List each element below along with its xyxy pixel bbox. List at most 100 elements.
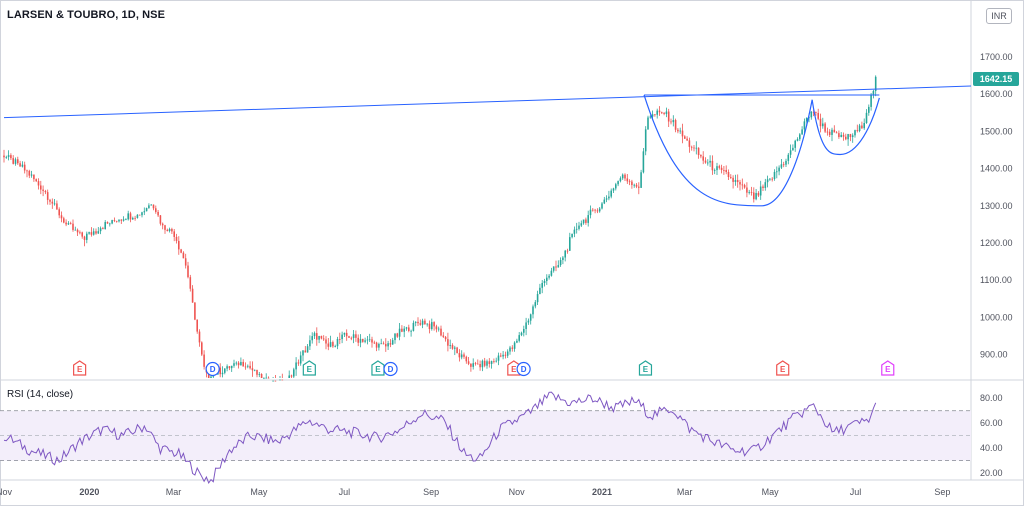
candle-body bbox=[856, 130, 859, 132]
candle-body bbox=[302, 350, 304, 356]
price-tick-label: 1300.00 bbox=[980, 201, 1013, 211]
time-tick-label: May bbox=[250, 487, 268, 497]
earnings-badge bbox=[302, 360, 316, 376]
candle-body bbox=[46, 192, 49, 200]
candle-body bbox=[230, 365, 233, 369]
dividend-marker[interactable]: D bbox=[516, 361, 531, 377]
candle-body bbox=[732, 177, 734, 182]
candle-body bbox=[628, 181, 631, 183]
earnings-marker[interactable]: E bbox=[638, 360, 653, 376]
rsi-pane[interactable]: 20.00 40.00 60.00 80.00 bbox=[0, 391, 1003, 484]
candle-body bbox=[456, 347, 458, 354]
candle-body bbox=[564, 250, 566, 258]
candle-body bbox=[368, 339, 371, 341]
rsi-axis: 20.00 40.00 60.00 80.00 bbox=[980, 393, 1003, 478]
trendline bbox=[3, 85, 972, 119]
candle-body bbox=[295, 362, 297, 370]
candle-body bbox=[86, 233, 88, 240]
candle-body bbox=[773, 171, 776, 179]
candle-body bbox=[681, 130, 684, 137]
time-axis: Nov 2020 Mar May Jul Sep Nov 2021 Mar May Jul Sep bbox=[0, 487, 950, 497]
dividend-badge bbox=[516, 361, 531, 377]
candle-body bbox=[644, 129, 647, 152]
candle-body bbox=[495, 360, 497, 362]
candle-body bbox=[863, 123, 865, 129]
candle-body bbox=[700, 155, 702, 157]
candle-body bbox=[129, 213, 132, 220]
candle-body bbox=[228, 366, 231, 369]
candle-body bbox=[822, 123, 824, 127]
candle-body bbox=[458, 353, 461, 358]
candle-body bbox=[454, 347, 456, 349]
candle-body bbox=[782, 164, 785, 166]
candle-body bbox=[173, 231, 175, 237]
candle-body bbox=[272, 380, 274, 382]
candle-body bbox=[769, 178, 771, 180]
candle-body bbox=[481, 360, 484, 368]
candle-body bbox=[152, 204, 155, 209]
candle-body bbox=[221, 372, 224, 375]
candle-body bbox=[874, 76, 877, 91]
candle-body bbox=[861, 125, 863, 129]
candle-body bbox=[336, 339, 339, 347]
candle-body bbox=[870, 94, 872, 107]
candle-body bbox=[442, 335, 445, 337]
candle-body bbox=[249, 365, 251, 369]
candle-body bbox=[433, 322, 435, 327]
time-tick-label: Mar bbox=[677, 487, 693, 497]
candle-body bbox=[509, 347, 511, 352]
handle-curve bbox=[811, 97, 880, 156]
earnings-marker[interactable]: E bbox=[776, 360, 790, 376]
candle-body bbox=[868, 106, 870, 113]
candle-body bbox=[3, 155, 5, 158]
candle-body bbox=[764, 182, 767, 188]
candle-body bbox=[647, 117, 649, 130]
price-axis: 900.00 1000.00 1100.00 1200.00 1300.00 1400.0… bbox=[980, 52, 1013, 360]
candle-body bbox=[240, 361, 242, 366]
candle-body bbox=[776, 171, 778, 173]
earnings-marker[interactable]: E bbox=[881, 360, 895, 376]
rsi-tick-label: 60.00 bbox=[980, 418, 1003, 428]
candle-body bbox=[730, 177, 732, 178]
candle-body bbox=[826, 131, 829, 133]
earnings-marker[interactable]: E bbox=[302, 360, 316, 376]
candle-body bbox=[649, 116, 652, 118]
dividend-marker[interactable]: D bbox=[205, 361, 220, 377]
candle-body bbox=[219, 367, 221, 375]
candle-body bbox=[332, 342, 334, 347]
candle-body bbox=[748, 192, 750, 193]
candle-body bbox=[483, 360, 486, 366]
candle-body bbox=[106, 222, 109, 224]
candle-body bbox=[638, 186, 640, 188]
candle-body bbox=[670, 121, 672, 123]
earnings-marker[interactable]: E bbox=[73, 360, 87, 376]
candle-body bbox=[566, 250, 569, 252]
candle-body bbox=[663, 113, 665, 115]
candle-body bbox=[168, 228, 171, 231]
candle-body bbox=[150, 204, 152, 206]
candle-body bbox=[686, 138, 688, 141]
candle-body bbox=[672, 120, 675, 123]
currency-badge[interactable]: INR bbox=[986, 8, 1012, 24]
candle-body bbox=[578, 225, 580, 229]
candle-body bbox=[74, 229, 77, 231]
rsi-line bbox=[3, 391, 877, 484]
candle-body bbox=[92, 231, 95, 235]
candle-body bbox=[426, 323, 428, 325]
candle-body bbox=[191, 288, 194, 303]
candle-body bbox=[534, 302, 537, 307]
candle-body bbox=[548, 275, 550, 278]
candle-body bbox=[497, 355, 500, 361]
earnings-marker[interactable]: E bbox=[371, 360, 385, 376]
price-tick-label: 1600.00 bbox=[980, 89, 1013, 99]
candle-body bbox=[23, 164, 26, 171]
candle-body bbox=[723, 170, 725, 171]
candle-body bbox=[582, 219, 585, 224]
dividend-marker[interactable]: D bbox=[383, 361, 398, 377]
candle-body bbox=[391, 340, 394, 345]
candle-body bbox=[76, 229, 79, 233]
candle-body bbox=[720, 167, 723, 171]
candle-body bbox=[180, 249, 182, 253]
